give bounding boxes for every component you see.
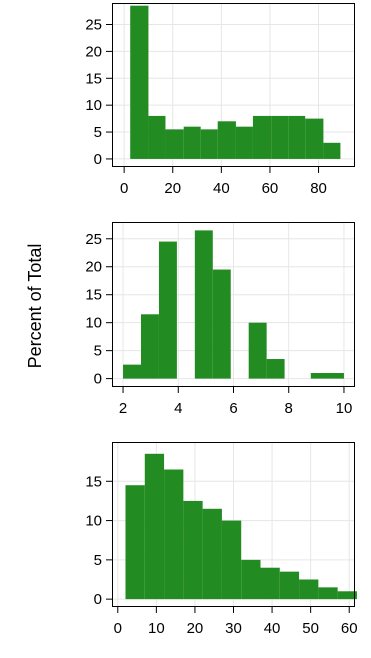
- histogram-bar: [337, 591, 357, 600]
- histogram-bar: [299, 579, 319, 600]
- histogram-bar: [183, 126, 201, 159]
- histogram-bar: [200, 129, 218, 159]
- histogram-bar: [318, 587, 338, 600]
- histogram-bar: [288, 115, 306, 159]
- histogram-bar: [235, 126, 253, 159]
- x-tick-label: 40: [213, 180, 230, 197]
- histogram-bar: [125, 485, 145, 600]
- histogram-bar: [266, 359, 285, 379]
- panel-3: 0 5 10 15 0 10 20 30 40 50 60: [85, 442, 358, 637]
- histogram-bar: [217, 121, 236, 159]
- x-tick-label: 0: [120, 180, 128, 197]
- histogram-bar: [271, 115, 289, 159]
- histogram-bar: [212, 269, 231, 379]
- panel-1: 0 5 10 15 20 25 0 20 40 60 80: [85, 3, 355, 197]
- histogram-bar: [202, 508, 222, 600]
- y-tick-label: 15: [85, 473, 102, 490]
- y-tick-label: 20: [85, 259, 102, 276]
- histogram-bar: [260, 567, 280, 600]
- histogram-bar: [305, 118, 324, 159]
- x-tick-label: 20: [164, 180, 181, 197]
- histogram-bar: [164, 469, 184, 600]
- histogram-bar: [252, 115, 272, 159]
- x-tick-label: 80: [310, 180, 327, 197]
- histogram-bar: [310, 373, 344, 379]
- y-tick-label: 5: [94, 124, 102, 141]
- histogram-bar: [130, 5, 149, 159]
- x-tick-label: 30: [225, 620, 242, 637]
- y-tick-label: 5: [94, 552, 102, 569]
- y-tick-label: 25: [85, 231, 102, 248]
- x-tick-label: 60: [341, 620, 358, 637]
- y-tick-label: 20: [85, 43, 102, 60]
- histogram-bar: [148, 115, 166, 159]
- x-tick-label: 4: [174, 400, 182, 417]
- histogram-bar: [279, 571, 300, 600]
- panel-border: [112, 442, 355, 607]
- y-tick-label: 0: [94, 371, 102, 388]
- histogram-bar: [144, 453, 165, 600]
- y-tick-label: 0: [94, 591, 102, 608]
- y-tick-label: 15: [85, 70, 102, 87]
- x-tick-label: 20: [187, 620, 204, 637]
- y-tick-label: 10: [85, 315, 102, 332]
- y-tick-label: 5: [94, 343, 102, 360]
- x-tick-label: 50: [302, 620, 319, 637]
- x-tick-label: 2: [119, 400, 127, 417]
- histogram-bar: [165, 129, 184, 159]
- y-tick-label: 0: [94, 151, 102, 168]
- x-tick-label: 60: [262, 180, 279, 197]
- x-tick-label: 10: [336, 400, 353, 417]
- y-tick-label: 25: [85, 17, 102, 34]
- x-tick-label: 0: [114, 620, 122, 637]
- panel-2: 0 5 10 15 20 25 2 4 6 8 10: [85, 222, 355, 417]
- x-tick-label: 6: [229, 400, 237, 417]
- y-axis-label: Percent of Total: [25, 244, 45, 369]
- y-tick-label: 10: [85, 513, 102, 530]
- histogram-bar: [194, 230, 213, 379]
- panel-border: [112, 222, 355, 387]
- histogram-bar: [183, 500, 203, 600]
- x-tick-label: 8: [285, 400, 293, 417]
- histogram-bar: [248, 322, 267, 379]
- x-tick-label: 40: [264, 620, 281, 637]
- y-tick-label: 15: [85, 287, 102, 304]
- histogram-bar: [158, 241, 177, 379]
- y-tick-label: 10: [85, 97, 102, 114]
- histogram-panels: 0 5 10 15 20 25 0 20 40 60 80 0 5 10 15 20 25 2 4 6 8 10 0 5 10 1…: [85, 3, 358, 637]
- histogram-bar: [241, 559, 261, 600]
- histogram-bar: [323, 142, 341, 159]
- histogram-bar: [140, 314, 159, 379]
- histogram-bar: [221, 520, 242, 600]
- panel-border: [112, 3, 355, 167]
- histogram-bar: [123, 364, 141, 379]
- x-tick-label: 10: [148, 620, 165, 637]
